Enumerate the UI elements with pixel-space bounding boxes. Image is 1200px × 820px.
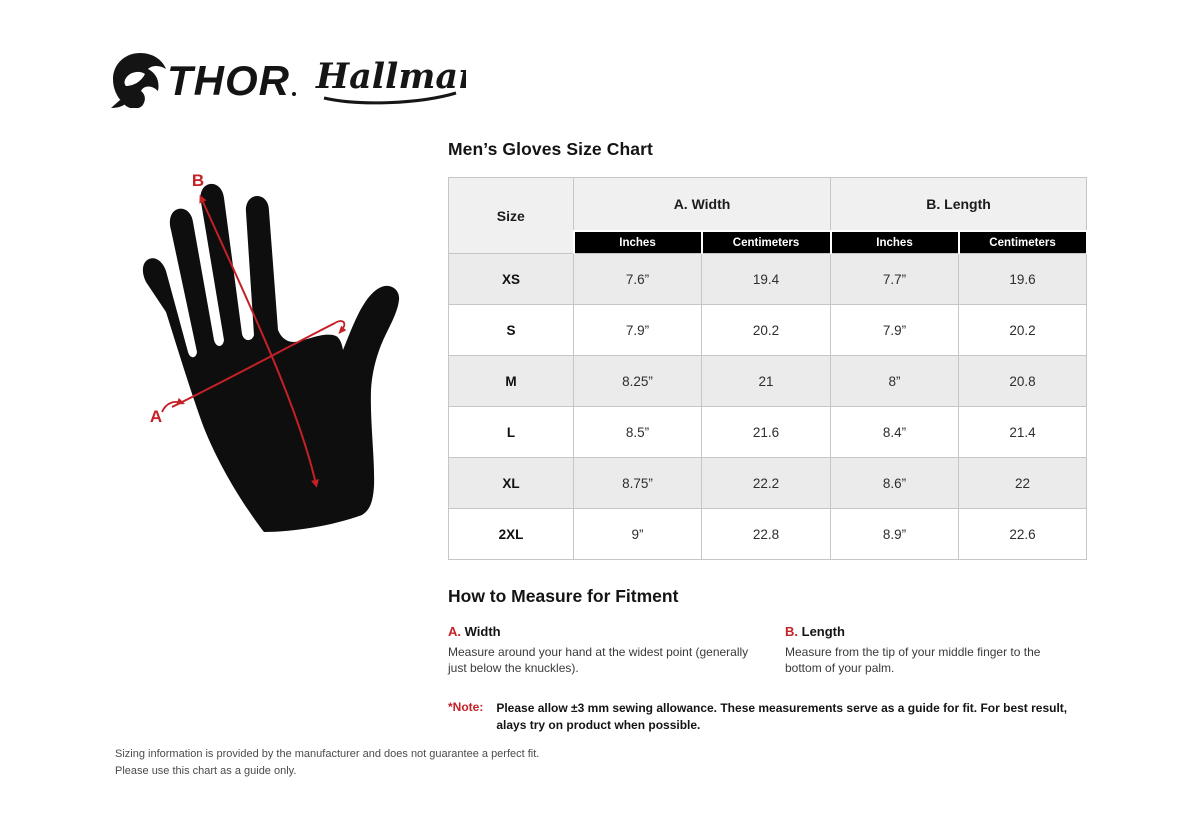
label-b: B xyxy=(192,171,204,190)
width-inches-cell: 9” xyxy=(573,508,702,560)
length-inches-cell: 8.9” xyxy=(830,508,960,560)
note-text: Please allow ±3 mm sewing allowance. The… xyxy=(496,701,1068,732)
length-arrow-b xyxy=(199,194,319,488)
subheader-length-centimeters: Centimeters xyxy=(957,230,1088,254)
width-inches-cell: 8.25” xyxy=(573,355,702,407)
measure-width-title: Width xyxy=(464,624,501,639)
size-cell: L xyxy=(448,406,574,458)
length-inches-cell: 8.4” xyxy=(830,406,960,458)
length-inches-cell: 7.7” xyxy=(830,253,960,305)
glove-silhouette xyxy=(142,183,400,532)
length-centimeters-cell: 19.6 xyxy=(958,253,1088,305)
measure-length-title: Length xyxy=(801,624,845,639)
measure-length-block: B. Length Measure from the tip of your m… xyxy=(785,624,1088,676)
width-centimeters-cell: 22.2 xyxy=(700,457,832,509)
width-inches-cell: 7.9” xyxy=(573,304,702,356)
measure-instructions: A. Width Measure around your hand at the… xyxy=(448,624,1088,676)
thor-logo: THOR xyxy=(111,53,296,108)
table-row-s: S 7.9” 20.2 7.9” 20.2 xyxy=(448,304,1088,356)
subheader-width-inches: Inches xyxy=(572,230,703,254)
table-row-2xl: 2XL 9” 22.8 8.9” 22.6 xyxy=(448,508,1088,560)
width-centimeters-cell: 20.2 xyxy=(700,304,832,356)
table-subheader-row: Inches Centimeters Inches Centimeters xyxy=(449,230,1088,254)
table-row-l: L 8.5” 21.6 8.4” 21.4 xyxy=(448,406,1088,458)
subheader-width-centimeters: Centimeters xyxy=(700,230,832,254)
measure-length-text: Measure from the tip of your middle fing… xyxy=(785,645,1041,676)
size-cell: S xyxy=(448,304,574,356)
size-cell: XS xyxy=(448,253,574,305)
measure-width-text: Measure around your hand at the widest p… xyxy=(448,645,749,676)
disclaimer: Sizing information is provided by the ma… xyxy=(115,746,539,779)
length-centimeters-cell: 20.2 xyxy=(958,304,1088,356)
table-header-row: Size A. Width B. Length xyxy=(448,177,1088,254)
column-header-length: B. Length xyxy=(830,177,1088,232)
length-inches-cell: 7.9” xyxy=(830,304,960,356)
column-header-size: Size xyxy=(448,177,574,254)
brand-logos: THOR Hallman xyxy=(110,48,466,110)
column-header-width: A. Width xyxy=(572,177,832,232)
label-a: A xyxy=(150,407,162,426)
hallman-logo-text: Hallman xyxy=(315,56,466,97)
table-row-m: M 8.25” 21 8” 20.8 xyxy=(448,355,1088,407)
disclaimer-line-2: Please use this chart as a guide only. xyxy=(115,764,297,777)
measure-length-label: B. Length xyxy=(785,624,1088,639)
length-inches-cell: 8.6” xyxy=(830,457,960,509)
ram-head-icon xyxy=(111,53,166,108)
size-cell: M xyxy=(448,355,574,407)
length-centimeters-cell: 22.6 xyxy=(958,508,1088,560)
width-inches-cell: 8.5” xyxy=(573,406,702,458)
measure-width-label: A. Width xyxy=(448,624,785,639)
width-inches-cell: 7.6” xyxy=(573,253,702,305)
subheader-length-inches: Inches xyxy=(829,230,960,254)
measure-heading: How to Measure for Fitment xyxy=(448,586,679,606)
width-centimeters-cell: 21.6 xyxy=(700,406,832,458)
measure-width-block: A. Width Measure around your hand at the… xyxy=(448,624,785,676)
size-chart-table: Size A. Width B. Length Inches Centimete… xyxy=(448,177,1088,560)
width-arrow-a xyxy=(161,320,347,413)
length-centimeters-cell: 22 xyxy=(958,457,1088,509)
size-cell: XL xyxy=(448,457,574,509)
table-row-xs: XS 7.6” 19.4 7.7” 19.6 xyxy=(448,253,1088,305)
width-centimeters-cell: 22.8 xyxy=(700,508,832,560)
registered-mark xyxy=(292,92,296,96)
measure-width-key: A. xyxy=(448,624,461,639)
table-row-xl: XL 8.75” 22.2 8.6” 22 xyxy=(448,457,1088,509)
note-label: *Note: xyxy=(448,700,484,714)
sizing-note: *Note: Please allow ±3 mm sewing allowan… xyxy=(448,700,1092,734)
length-inches-cell: 8” xyxy=(830,355,960,407)
length-centimeters-cell: 20.8 xyxy=(958,355,1088,407)
width-centimeters-cell: 21 xyxy=(700,355,832,407)
hallman-swash xyxy=(323,91,457,105)
width-inches-cell: 8.75” xyxy=(573,457,702,509)
measure-length-key: B. xyxy=(785,624,798,639)
width-centimeters-cell: 19.4 xyxy=(700,253,832,305)
size-cell: 2XL xyxy=(448,508,574,560)
thor-logo-text: THOR xyxy=(167,57,290,104)
glove-measurement-diagram: B A xyxy=(112,160,442,560)
disclaimer-line-1: Sizing information is provided by the ma… xyxy=(115,748,540,760)
size-chart-title: Men’s Gloves Size Chart xyxy=(448,139,653,159)
hallman-logo: Hallman xyxy=(315,56,466,105)
length-centimeters-cell: 21.4 xyxy=(958,406,1088,458)
